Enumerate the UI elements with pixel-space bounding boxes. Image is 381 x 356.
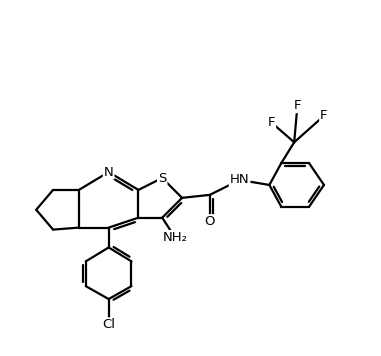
Text: N: N bbox=[104, 166, 114, 179]
Text: Cl: Cl bbox=[102, 318, 115, 331]
Text: F: F bbox=[320, 109, 328, 122]
Text: NH₂: NH₂ bbox=[163, 231, 187, 244]
Text: S: S bbox=[158, 172, 166, 184]
Text: O: O bbox=[205, 215, 215, 228]
Text: F: F bbox=[293, 99, 301, 112]
Text: F: F bbox=[267, 116, 275, 129]
Text: HN: HN bbox=[230, 173, 250, 187]
